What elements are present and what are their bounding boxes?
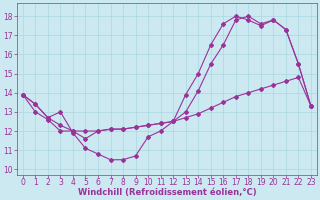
X-axis label: Windchill (Refroidissement éolien,°C): Windchill (Refroidissement éolien,°C) bbox=[77, 188, 256, 197]
